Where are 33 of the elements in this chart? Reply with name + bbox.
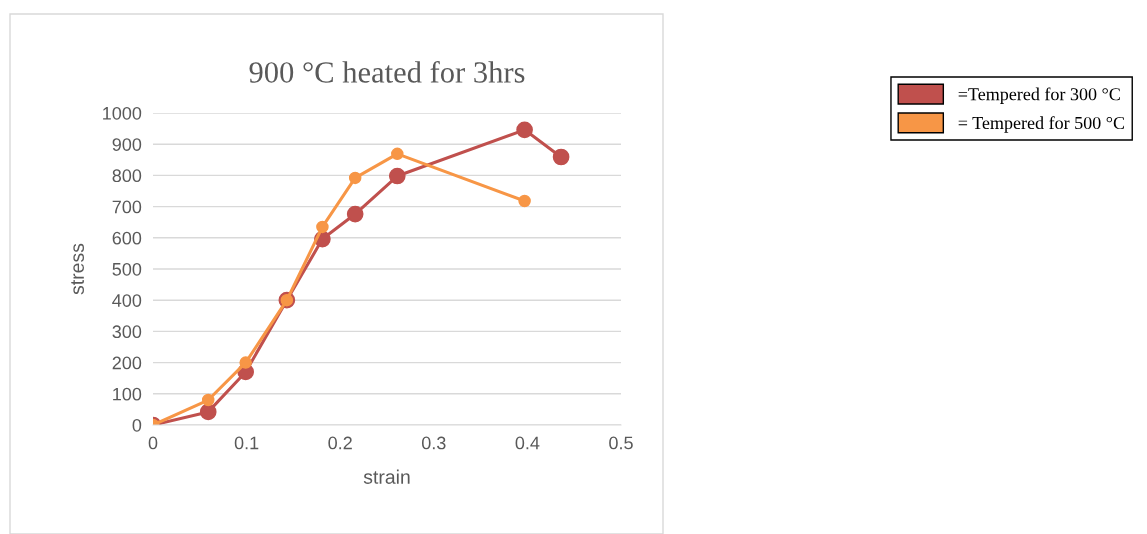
- y-tick-label: 500: [112, 262, 142, 276]
- y-tick-label: 100: [113, 387, 142, 401]
- point: [516, 121, 533, 139]
- point: [348, 171, 362, 185]
- y-tick-label: 0: [132, 418, 142, 432]
- point: [388, 167, 406, 185]
- point: [552, 148, 570, 166]
- y-tick-label: 700: [112, 200, 142, 214]
- y-tick-label: 600: [112, 231, 142, 245]
- y-axis-title: stress: [71, 243, 84, 295]
- x-tick-label: 0.4: [515, 436, 540, 450]
- point: [518, 194, 531, 208]
- point: [199, 403, 217, 421]
- chart-title: 900 °C heated for 3hrs: [249, 60, 525, 83]
- x-tick-label: 0.3: [421, 436, 446, 450]
- x-tick-label: 0.1: [234, 436, 259, 450]
- y-tick-label: 400: [112, 294, 142, 307]
- y-tick-label: 1000: [103, 106, 142, 120]
- legend-label: =Tempered for 300 °C: [958, 87, 1120, 104]
- x-axis-title: strain: [363, 469, 410, 484]
- point: [316, 220, 329, 234]
- y-tick-label: 800: [112, 169, 142, 183]
- y-tick-label: 300: [112, 325, 142, 339]
- x-tick-label: 0: [148, 436, 158, 450]
- legend-label: = Tempered for 500 °C: [958, 116, 1125, 133]
- point: [346, 205, 364, 223]
- y-tick-label: 200: [112, 356, 142, 370]
- point: [239, 356, 252, 369]
- x-tick-label: 0.2: [328, 436, 352, 450]
- point: [391, 147, 404, 161]
- point: [201, 393, 215, 407]
- x-tick-label: 0.5: [609, 436, 633, 450]
- y-tick-label: 900: [112, 138, 142, 151]
